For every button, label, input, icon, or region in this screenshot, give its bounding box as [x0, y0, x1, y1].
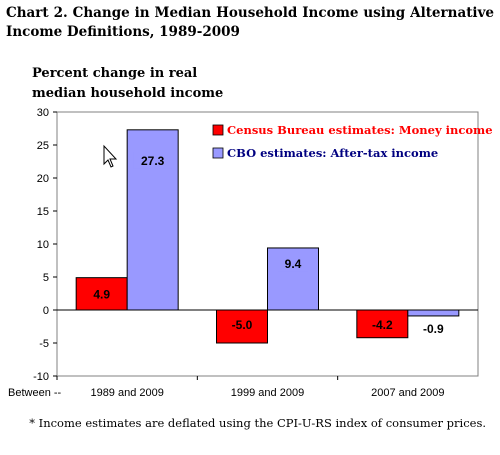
- data-label: 9.4: [285, 257, 302, 271]
- data-label: -5.0: [232, 318, 253, 332]
- data-label-box: [86, 285, 118, 303]
- legend-label: CBO estimates: After-tax income: [227, 146, 438, 160]
- y-axis-label-line2: median household income: [32, 86, 224, 101]
- y-tick-label: 10: [37, 239, 49, 251]
- data-label: 4.9: [93, 287, 110, 301]
- y-axis-label: Percent change in real median household …: [32, 64, 223, 104]
- legend-swatch: [212, 147, 224, 159]
- data-label: -0.9: [423, 322, 444, 336]
- data-label-box: [363, 316, 402, 333]
- legend-label: Census Bureau estimates: Money income: [227, 123, 493, 137]
- y-tick-label: 20: [37, 173, 49, 185]
- legend-swatch: [212, 124, 224, 136]
- y-tick-label: 5: [43, 272, 49, 284]
- data-label: -4.2: [372, 318, 393, 332]
- y-tick-label: -10: [33, 371, 49, 383]
- y-tick-label: 30: [37, 107, 49, 119]
- data-label: 27.3: [141, 154, 165, 168]
- data-label-box: [223, 316, 261, 333]
- footnote: * Income estimates are deflated using th…: [29, 416, 486, 430]
- data-label-box: [277, 254, 309, 272]
- mouse-cursor-icon: [103, 144, 118, 168]
- x-category-label: 1999 and 2009: [231, 387, 304, 399]
- y-tick-label: 0: [43, 305, 49, 317]
- x-category-label: 2007 and 2009: [371, 387, 444, 399]
- y-tick-label: 15: [37, 206, 49, 218]
- data-label-box: [414, 320, 453, 337]
- y-tick-label: 25: [37, 140, 49, 152]
- y-tick-label: -5: [39, 338, 49, 350]
- x-category-label: 1989 and 2009: [90, 387, 163, 399]
- chart-title: Chart 2. Change in Median Household Inco…: [6, 5, 494, 40]
- bar-cbo: [407, 309, 460, 317]
- data-label-box: [133, 151, 172, 169]
- x-axis-prefix: Between --: [8, 387, 62, 399]
- y-axis-label-line1: Percent change in real: [32, 66, 198, 81]
